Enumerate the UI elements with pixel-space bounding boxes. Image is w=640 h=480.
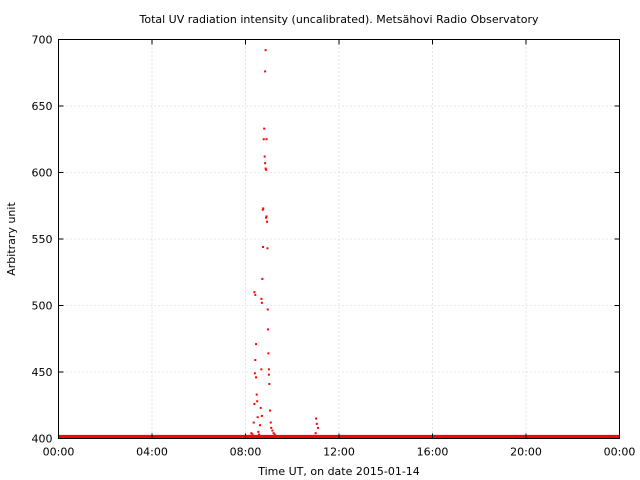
x-tick-label: 12:00 xyxy=(323,446,355,459)
data-point xyxy=(265,216,268,219)
data-point xyxy=(268,382,271,385)
data-point xyxy=(255,343,258,346)
data-point xyxy=(254,293,257,296)
data-point xyxy=(265,168,268,171)
data-point xyxy=(316,426,319,429)
data-point xyxy=(262,245,265,248)
data-point xyxy=(252,421,255,424)
data-point xyxy=(255,376,258,379)
data-point xyxy=(273,433,276,436)
data-point xyxy=(256,416,259,419)
y-tick-label: 550 xyxy=(32,233,53,246)
data-point xyxy=(274,434,277,437)
data-point xyxy=(263,155,266,158)
data-point xyxy=(250,432,253,435)
x-tick-label: 00:00 xyxy=(604,446,636,459)
data-point xyxy=(271,429,274,432)
y-tick-label: 450 xyxy=(32,366,53,379)
y-tick-label: 700 xyxy=(32,34,53,47)
data-point xyxy=(263,127,266,130)
data-point xyxy=(264,70,267,73)
grid xyxy=(58,39,620,439)
data-point xyxy=(264,49,267,52)
data-point xyxy=(260,301,263,304)
data-point xyxy=(259,406,262,409)
data-point xyxy=(253,291,256,294)
data-point xyxy=(258,433,261,436)
data-point xyxy=(265,215,268,218)
data-point xyxy=(267,352,270,355)
data-point xyxy=(260,368,263,371)
x-tick-label: 00:00 xyxy=(43,446,75,459)
x-tick-label: 16:00 xyxy=(417,446,449,459)
data-point xyxy=(266,328,269,331)
data-point xyxy=(264,167,267,170)
data-point xyxy=(266,308,269,311)
data-point xyxy=(253,402,256,405)
data-point xyxy=(254,359,257,362)
data-point xyxy=(262,138,265,141)
data-point xyxy=(260,414,263,417)
data-point xyxy=(264,162,267,165)
data-point xyxy=(257,430,260,433)
data-point xyxy=(256,400,259,403)
data-point xyxy=(261,208,264,211)
data-point xyxy=(266,247,269,250)
data-point xyxy=(269,421,272,424)
y-tick-label: 500 xyxy=(32,300,53,313)
data-point xyxy=(313,434,316,437)
data-point xyxy=(249,434,252,437)
data-point xyxy=(255,393,258,396)
data-point xyxy=(266,220,269,223)
data-point xyxy=(253,372,256,375)
data-point xyxy=(272,432,275,435)
chart-title: Total UV radiation intensity (uncalibrat… xyxy=(139,13,539,26)
y-axis-label: Arbitrary unit xyxy=(5,202,18,276)
x-tick-label: 04:00 xyxy=(136,446,168,459)
data-point xyxy=(267,373,270,376)
data-point xyxy=(258,434,261,437)
y-tick-label: 650 xyxy=(32,100,53,113)
y-tick-label: 400 xyxy=(32,433,53,446)
data-point xyxy=(315,422,318,425)
axis-ticks xyxy=(58,39,620,439)
x-tick-label: 20:00 xyxy=(510,446,542,459)
data-point xyxy=(265,138,268,141)
data-point xyxy=(315,417,318,420)
data-point xyxy=(270,426,273,429)
data-point xyxy=(262,207,265,210)
data-point xyxy=(269,409,272,412)
data-point xyxy=(314,432,317,435)
x-tick-label: 08:00 xyxy=(230,446,262,459)
data-point xyxy=(258,424,261,427)
tick-labels: 00:00 04:00 08:00 12:00 16:00 20:00 00:0040045… xyxy=(32,34,636,459)
data-point xyxy=(260,297,263,300)
data-point xyxy=(261,277,264,280)
x-axis-label: Time UT, on date 2015-01-14 xyxy=(257,465,420,478)
y-tick-label: 600 xyxy=(32,167,53,180)
data-point xyxy=(251,433,254,436)
data-point xyxy=(267,368,270,371)
